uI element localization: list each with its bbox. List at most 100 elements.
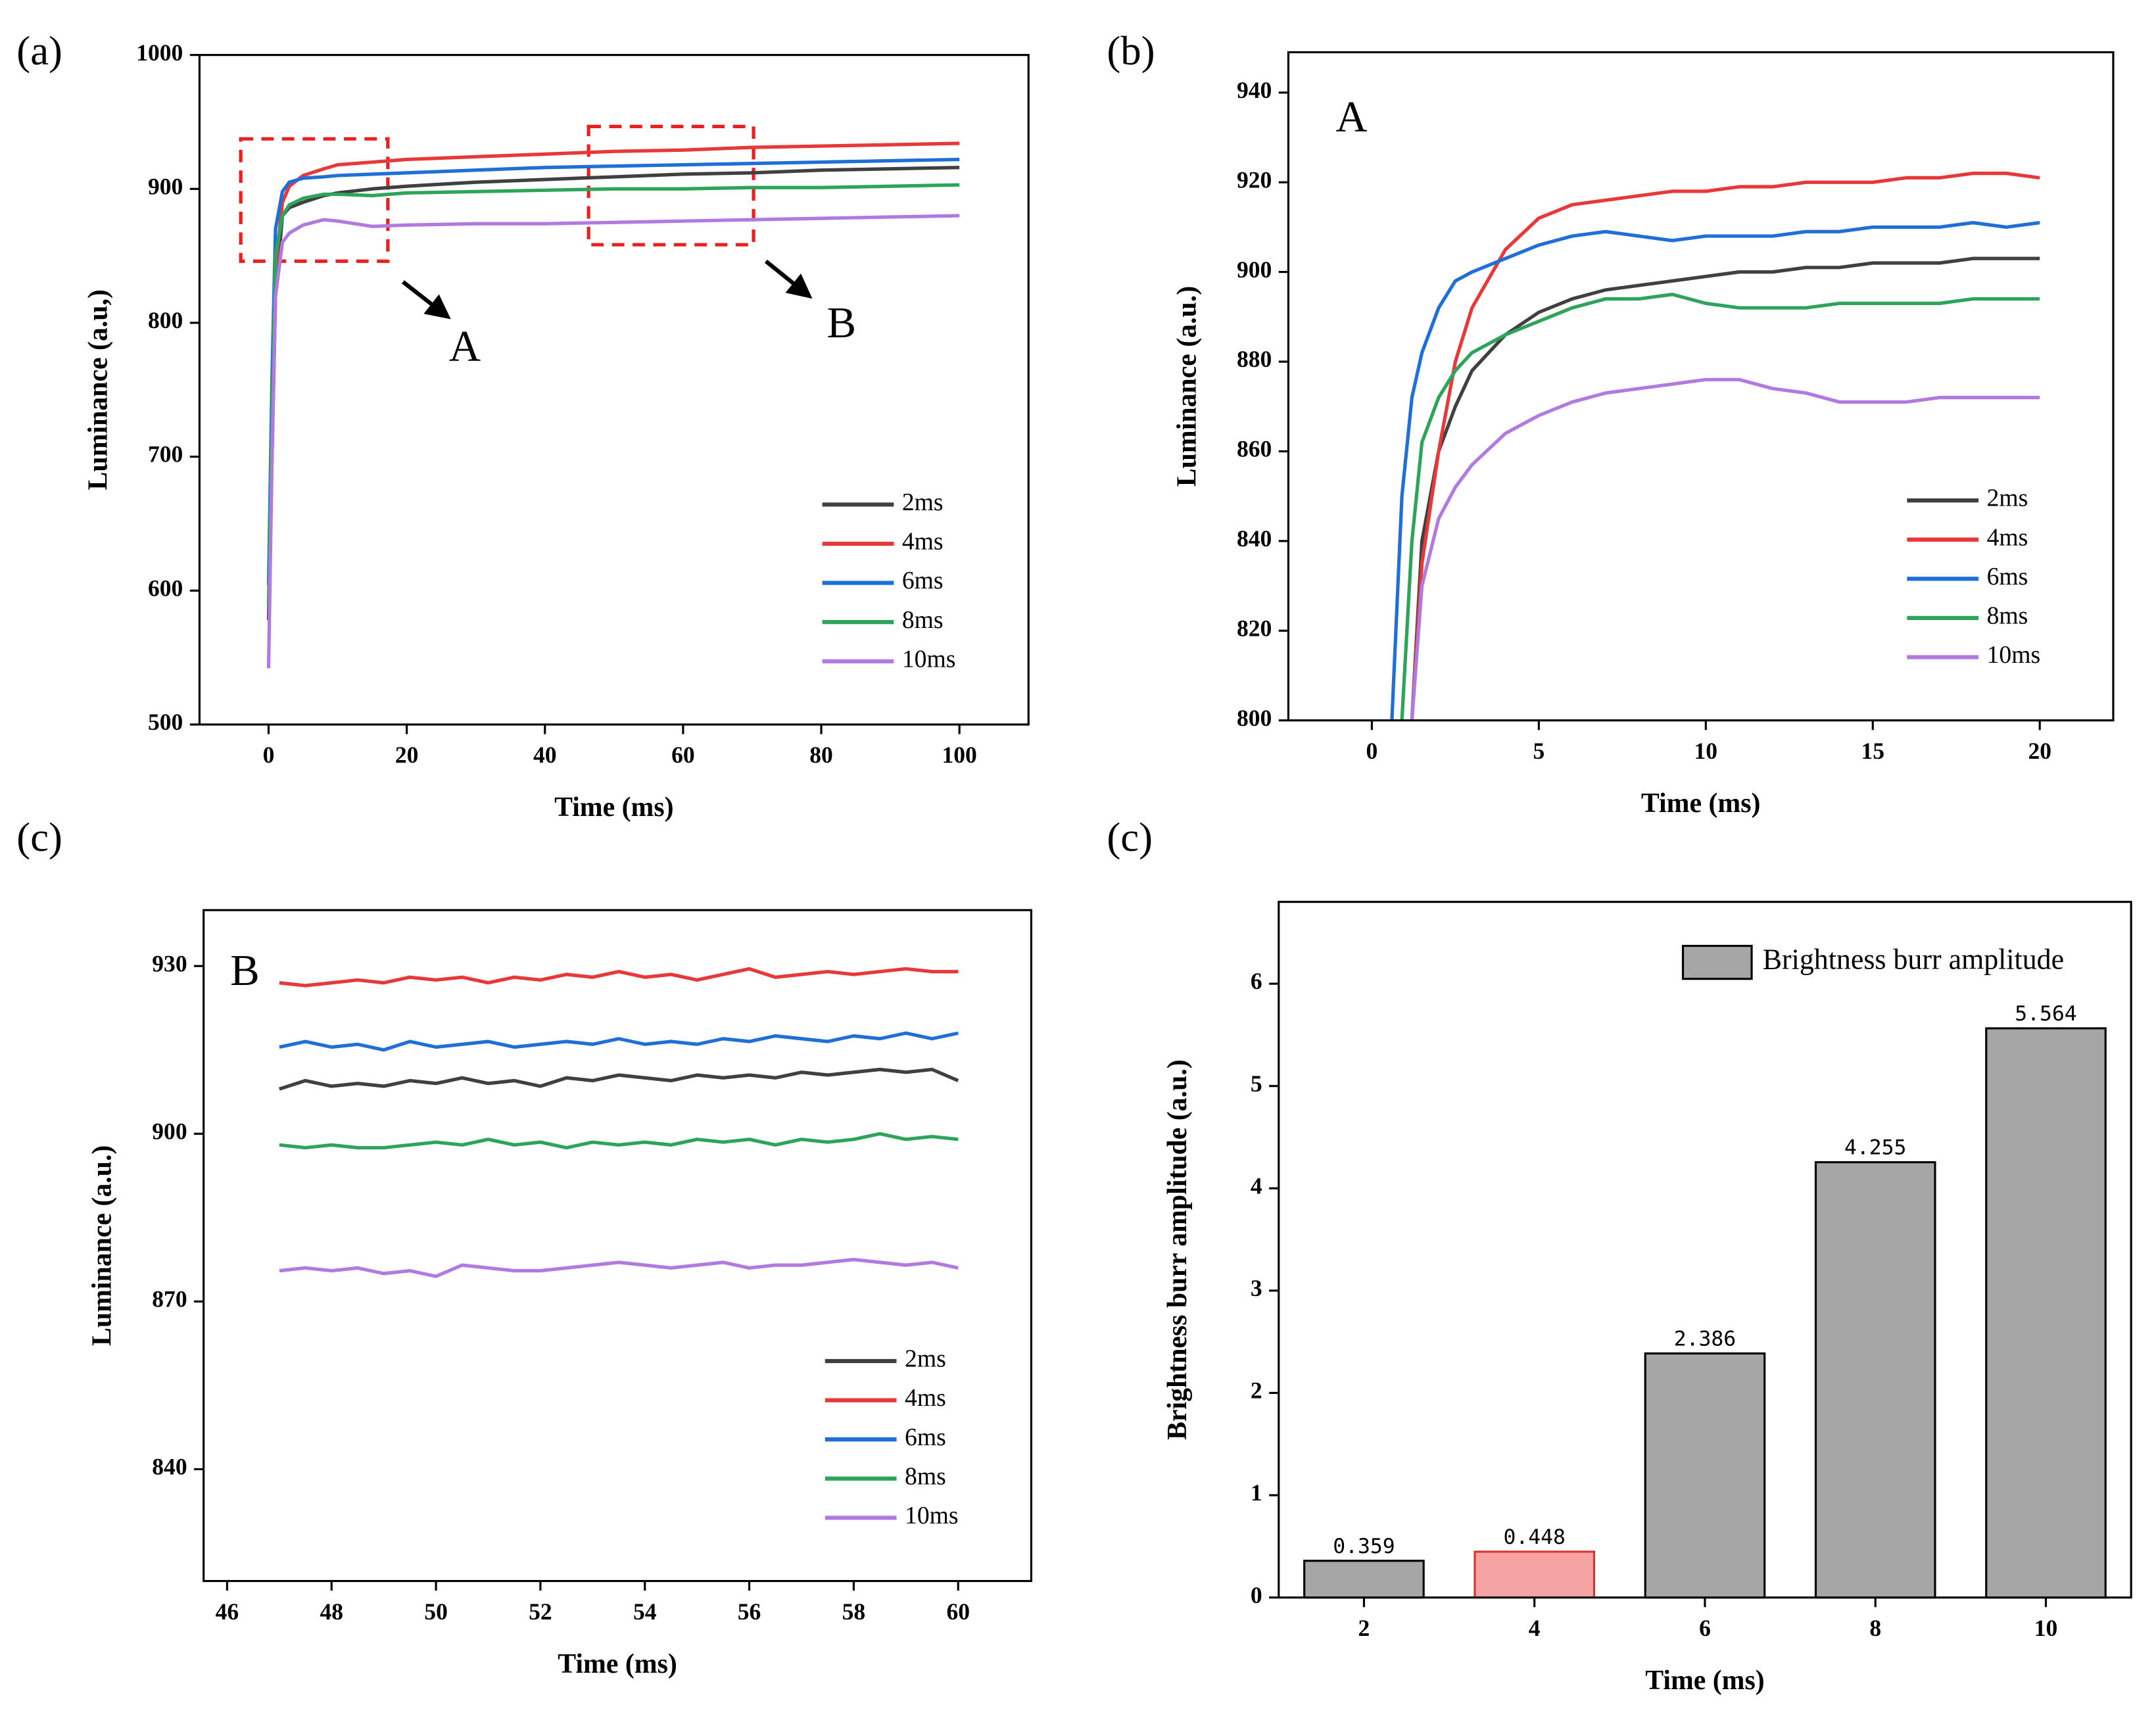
panel-label: (c) — [16, 814, 62, 860]
panel-label: (a) — [16, 28, 62, 74]
x-tick-label: 8 — [1869, 1615, 1881, 1641]
x-tick-label: 50 — [424, 1598, 448, 1625]
zoom-box — [239, 137, 390, 263]
plot-frame — [1287, 51, 2115, 722]
x-tick-label: 0 — [263, 742, 275, 768]
annotation: A — [449, 322, 481, 371]
value-label: 0.359 — [1333, 1535, 1395, 1558]
x-tick-label: 46 — [216, 1598, 239, 1625]
arrow — [764, 259, 813, 299]
x-tick-label: 5 — [1533, 738, 1545, 764]
arrow — [401, 280, 451, 320]
y-tick-label: 500 — [148, 709, 183, 735]
y-axis-label: Brightness burr amplitude (a.u.) — [1162, 1059, 1193, 1440]
annotation: A — [1335, 92, 1367, 141]
y-tick-label: 600 — [148, 575, 183, 601]
y-tick-label: 6 — [1251, 968, 1262, 994]
x-tick-label: 4 — [1529, 1615, 1541, 1641]
series-line — [279, 967, 959, 988]
x-tick-label: 54 — [633, 1598, 657, 1625]
plot-frame — [203, 909, 1032, 1583]
y-tick-label: 900 — [152, 1118, 187, 1144]
series-line — [279, 1132, 959, 1150]
x-tick-label: 6 — [1699, 1615, 1711, 1641]
bar — [1473, 1550, 1595, 1599]
x-tick-label: 20 — [2028, 738, 2051, 764]
x-tick-label: 60 — [946, 1598, 970, 1625]
y-tick-label: 840 — [152, 1454, 187, 1480]
x-tick-label: 20 — [395, 742, 419, 768]
x-tick-label: 52 — [529, 1598, 552, 1625]
legend-label: 10ms — [905, 1502, 959, 1529]
panel-label: (b) — [1107, 28, 1155, 74]
annotation: B — [827, 299, 857, 347]
legend-label: 8ms — [902, 606, 944, 634]
value-label: 4.255 — [1844, 1136, 1906, 1160]
x-axis-label: Time (ms) — [558, 1649, 677, 1679]
legend-label: 6ms — [902, 567, 944, 594]
legend-label: 8ms — [905, 1462, 946, 1490]
plot-frame — [1278, 901, 2132, 1599]
y-tick-label: 0 — [1251, 1582, 1262, 1608]
plot-frame — [198, 54, 1030, 726]
series-line — [266, 166, 960, 621]
bar — [1644, 1352, 1766, 1599]
panel-label: (c) — [1107, 814, 1153, 860]
y-tick-label: 920 — [1237, 166, 1272, 193]
y-tick-label: 2 — [1251, 1377, 1262, 1404]
series-line — [266, 157, 960, 583]
x-tick-label: 10 — [1694, 738, 1718, 764]
legend-label: 4ms — [905, 1384, 946, 1412]
y-tick-label: 880 — [1237, 346, 1272, 372]
legend-label: 6ms — [1987, 563, 2028, 590]
x-tick-label: 10 — [2034, 1615, 2058, 1641]
zoom-box — [587, 124, 755, 247]
series-line — [1410, 171, 2040, 721]
x-tick-label: 58 — [842, 1598, 866, 1625]
value-label: 5.564 — [2015, 1002, 2076, 1026]
y-tick-label: 1000 — [136, 39, 183, 66]
legend-label: 4ms — [1987, 523, 2028, 551]
y-tick-label: 3 — [1251, 1275, 1262, 1301]
legend-label: 2ms — [905, 1345, 946, 1373]
series-line — [266, 183, 960, 604]
y-tick-label: 800 — [1237, 705, 1272, 731]
y-axis-label: Luminance (a.u.) — [1172, 286, 1202, 487]
x-axis-label: Time (ms) — [1641, 788, 1760, 819]
series-line — [279, 1067, 959, 1091]
x-tick-label: 15 — [1861, 738, 1884, 764]
x-tick-label: 80 — [809, 742, 833, 768]
x-tick-label: 2 — [1358, 1615, 1370, 1641]
x-tick-label: 60 — [671, 742, 695, 768]
legend-label: 4ms — [902, 528, 944, 556]
series-line — [1390, 221, 2040, 721]
bar — [1814, 1161, 1936, 1599]
y-tick-label: 940 — [1237, 77, 1272, 103]
series-line — [279, 1031, 959, 1052]
bar — [1985, 1027, 2107, 1599]
y-tick-label: 930 — [152, 950, 187, 976]
legend-label: 2ms — [902, 489, 944, 516]
x-tick-label: 48 — [320, 1598, 343, 1625]
legend-label: 6ms — [905, 1424, 946, 1451]
series-line — [1410, 377, 2040, 721]
series-line — [279, 1258, 959, 1278]
y-tick-label: 1 — [1251, 1479, 1262, 1506]
x-tick-label: 0 — [1366, 738, 1378, 764]
x-axis-label: Time (ms) — [1645, 1665, 1764, 1696]
y-tick-label: 5 — [1251, 1070, 1262, 1097]
y-axis-label: Luminance (a.u.) — [87, 1145, 118, 1346]
y-tick-label: 840 — [1237, 525, 1272, 552]
legend-label: 10ms — [902, 645, 956, 673]
series-line — [266, 214, 960, 669]
x-tick-label: 40 — [533, 742, 557, 768]
y-axis-label: Luminance (a.u,) — [83, 289, 113, 490]
legend-label: Brightness burr amplitude — [1763, 944, 2064, 976]
y-tick-label: 900 — [148, 173, 183, 199]
legend-label: 2ms — [1987, 485, 2028, 512]
value-label: 2.386 — [1674, 1327, 1736, 1351]
y-tick-label: 4 — [1251, 1172, 1262, 1199]
y-tick-label: 820 — [1237, 615, 1272, 641]
